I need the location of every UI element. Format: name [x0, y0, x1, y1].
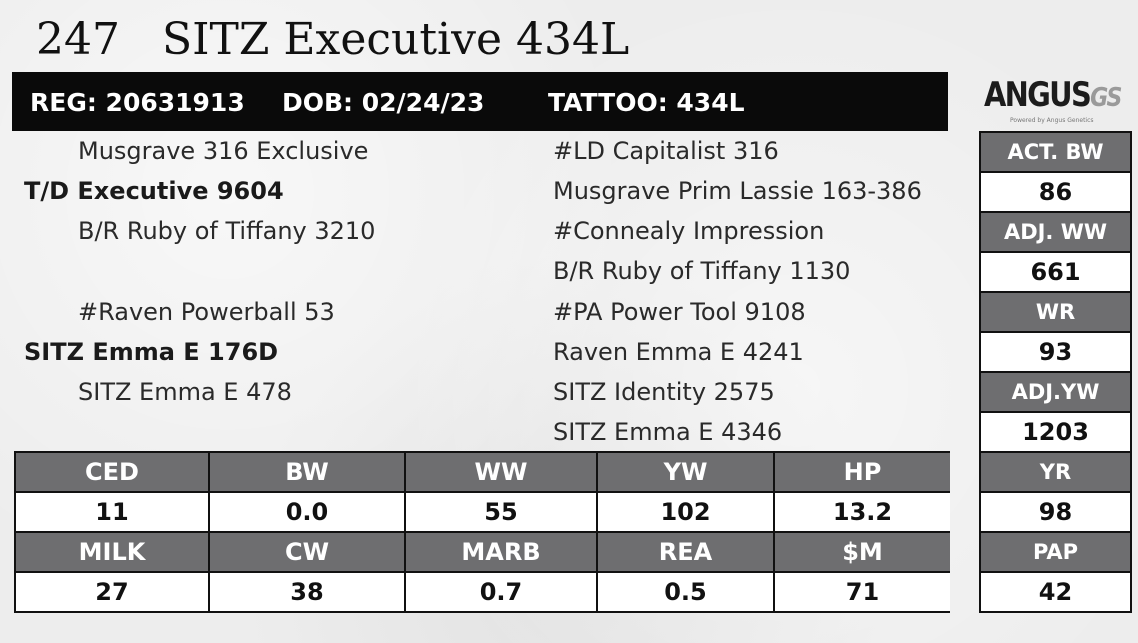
- pedigree-ggp: #PA Power Tool 9108: [553, 298, 806, 326]
- stat-label: WR: [981, 293, 1130, 333]
- epd-value: 0.7: [406, 573, 596, 611]
- pedigree-ggp: SITZ Identity 2575: [553, 378, 775, 406]
- lot-number: 247: [36, 14, 120, 65]
- pedigree-sire: T/D Executive 9604: [24, 177, 284, 205]
- stat-value: 98: [981, 493, 1130, 533]
- pedigree-sire-dam: B/R Ruby of Tiffany 3210: [78, 217, 376, 245]
- stat-value: 42: [981, 573, 1130, 611]
- epd-header: MARB: [406, 533, 596, 571]
- animal-name: SITZ Executive 434L: [161, 14, 630, 65]
- epd-header: BW: [210, 453, 404, 491]
- pedigree-dam-dam: SITZ Emma E 478: [78, 378, 292, 406]
- logo-tagline: Powered by Angus Genetics: [1010, 117, 1094, 124]
- tattoo: TATTOO: 434L: [548, 88, 745, 117]
- stat-value: 661: [981, 253, 1130, 293]
- page-title: 247 SITZ Executive 434L: [36, 10, 629, 70]
- stat-label: PAP: [981, 533, 1130, 573]
- stat-value: 86: [981, 173, 1130, 213]
- pedigree-ggp: #Connealy Impression: [553, 217, 825, 245]
- pedigree-ggp: Musgrave Prim Lassie 163-386: [553, 177, 922, 205]
- epd-header: $M: [775, 533, 950, 571]
- stat-label: YR: [981, 453, 1130, 493]
- stat-label: ADJ.YW: [981, 373, 1130, 413]
- epd-value: 0.0: [210, 493, 404, 531]
- date-of-birth: DOB: 02/24/23: [282, 88, 485, 117]
- performance-stats-column: ACT. BW 86 ADJ. WW 661 WR 93 ADJ.YW 1203…: [979, 131, 1132, 613]
- epd-header: YW: [598, 453, 773, 491]
- pedigree-dam-sire: #Raven Powerball 53: [78, 298, 335, 326]
- epd-header: REA: [598, 533, 773, 571]
- epd-value: 102: [598, 493, 773, 531]
- epd-value: 71: [775, 573, 950, 611]
- epd-table: CED BW WW YW HP 11 0.0 55 102 13.2 MILK …: [14, 451, 950, 613]
- stat-label: ADJ. WW: [981, 213, 1130, 253]
- pedigree-ggp: SITZ Emma E 4346: [553, 418, 783, 446]
- epd-header: WW: [406, 453, 596, 491]
- epd-value: 27: [16, 573, 208, 611]
- epd-header: CW: [210, 533, 404, 571]
- epd-value: 11: [16, 493, 208, 531]
- pedigree-ggp: Raven Emma E 4241: [553, 338, 804, 366]
- stat-value: 1203: [981, 413, 1130, 453]
- logo-word: ANGUS: [984, 75, 1092, 115]
- pedigree-dam: SITZ Emma E 176D: [24, 338, 279, 366]
- epd-header: CED: [16, 453, 208, 491]
- epd-header: MILK: [16, 533, 208, 571]
- epd-value: 55: [406, 493, 596, 531]
- angus-logo: ANGUSGS Powered by Angus Genetics: [984, 76, 1124, 124]
- stat-value: 93: [981, 333, 1130, 373]
- epd-header: HP: [775, 453, 950, 491]
- epd-value: 38: [210, 573, 404, 611]
- pedigree-ggp: #LD Capitalist 316: [553, 137, 779, 165]
- pedigree-sire-sire: Musgrave 316 Exclusive: [78, 137, 369, 165]
- epd-value: 13.2: [775, 493, 950, 531]
- registration-bar: REG: 20631913 DOB: 02/24/23 TATTOO: 434L: [12, 72, 948, 131]
- stat-label: ACT. BW: [981, 133, 1130, 173]
- pedigree-ggp: B/R Ruby of Tiffany 1130: [553, 257, 851, 285]
- epd-value: 0.5: [598, 573, 773, 611]
- logo-suffix: GS: [1090, 83, 1122, 113]
- registration-number: REG: 20631913: [30, 88, 245, 117]
